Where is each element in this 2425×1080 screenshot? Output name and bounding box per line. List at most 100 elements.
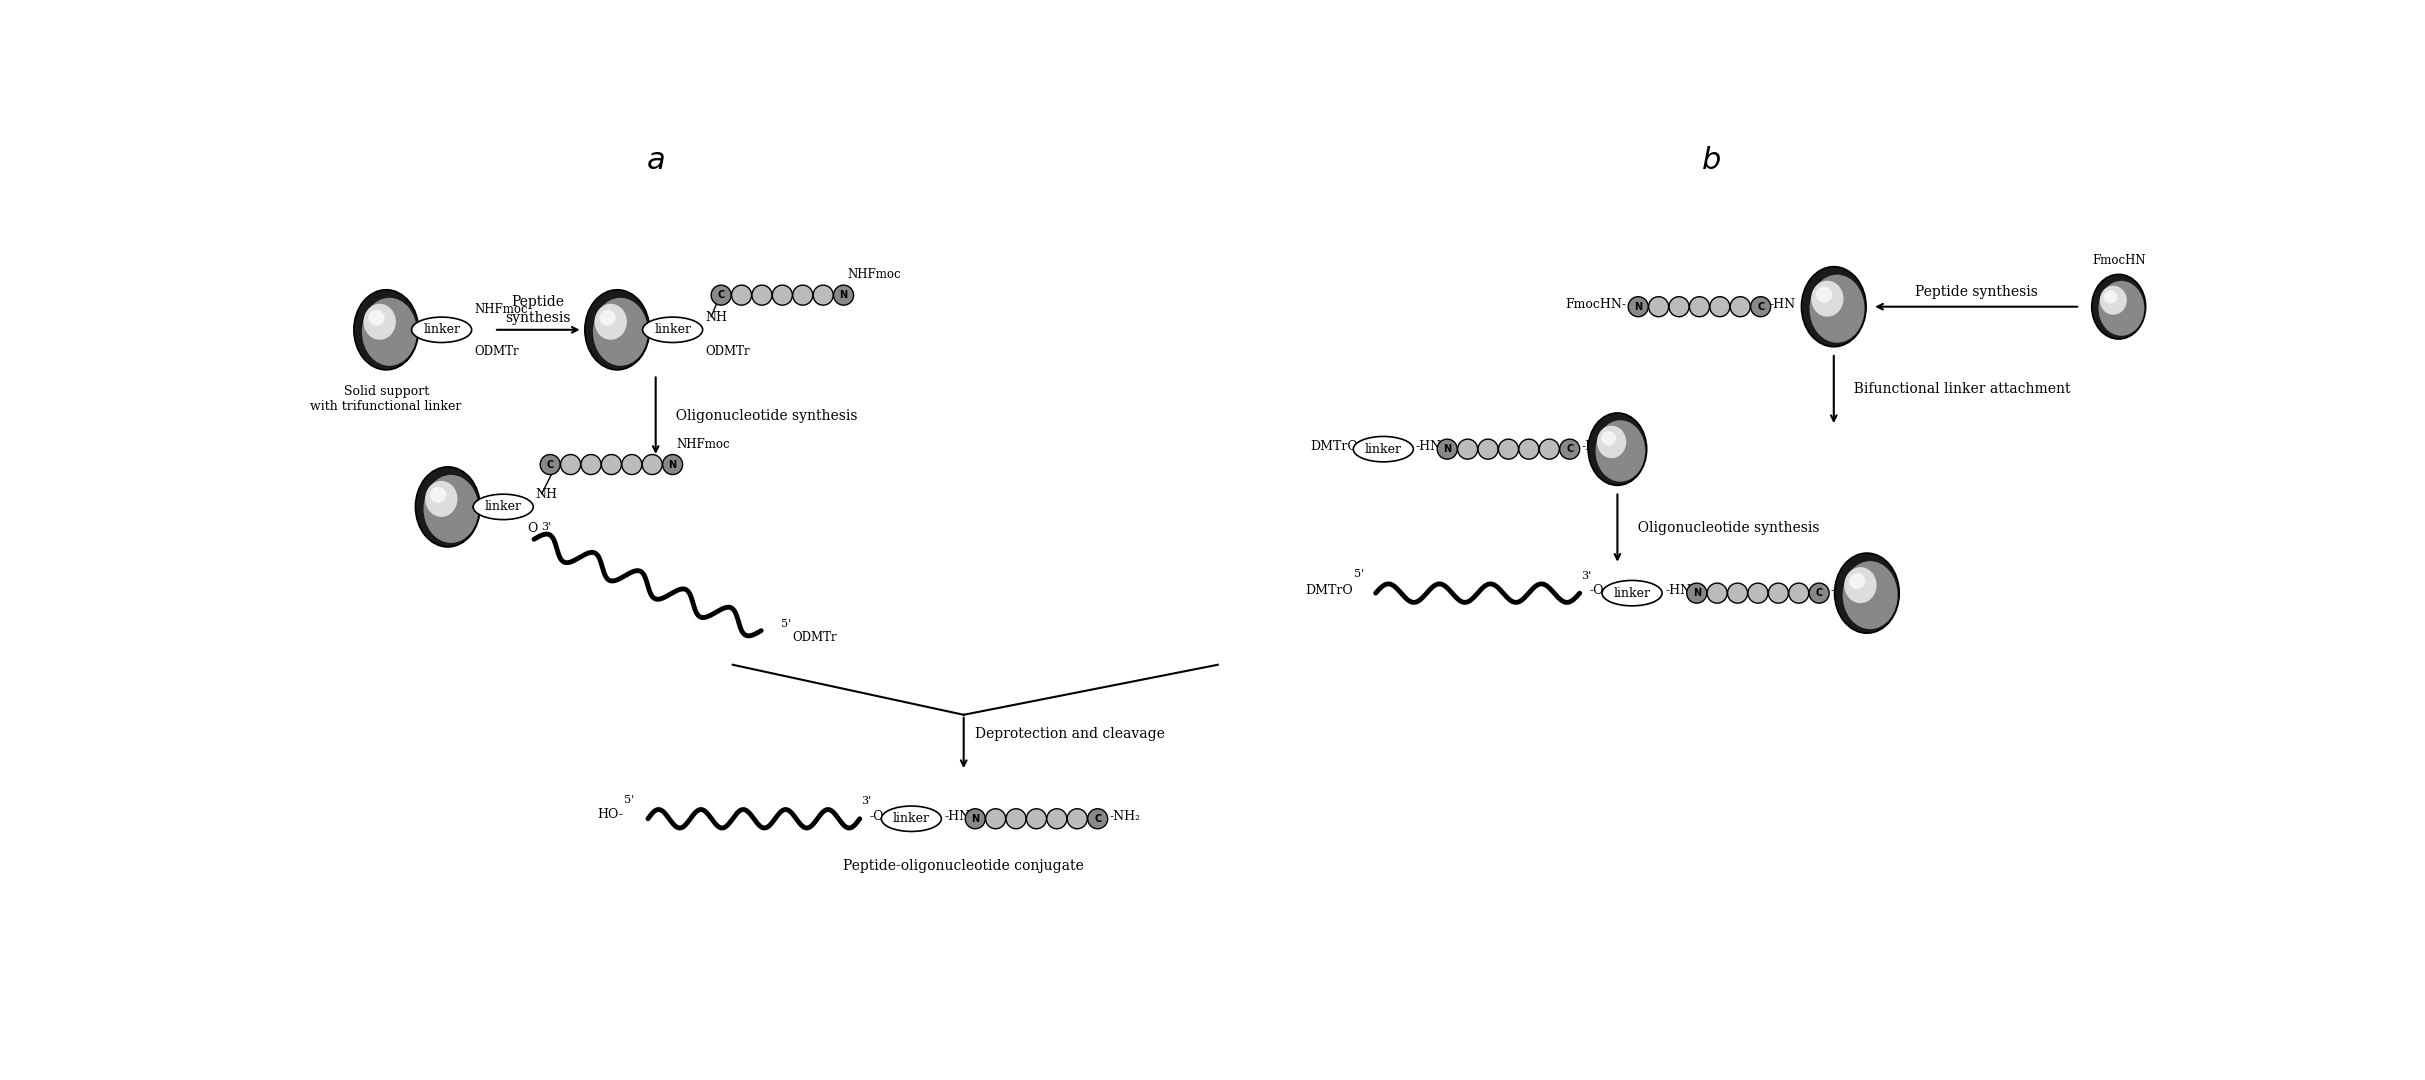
Text: -O-: -O-	[871, 810, 890, 823]
Text: Bifunctional linker attachment: Bifunctional linker attachment	[1845, 382, 2071, 396]
Text: Deprotection and cleavage: Deprotection and cleavage	[975, 727, 1164, 741]
Ellipse shape	[412, 318, 470, 342]
Text: N: N	[1693, 589, 1700, 598]
Ellipse shape	[1816, 286, 1833, 302]
Circle shape	[834, 285, 854, 306]
Circle shape	[1727, 583, 1748, 603]
Ellipse shape	[1809, 274, 1865, 342]
Text: C: C	[1816, 589, 1824, 598]
Text: 5': 5'	[623, 795, 635, 805]
Circle shape	[752, 285, 771, 306]
Ellipse shape	[2100, 286, 2127, 314]
Ellipse shape	[2098, 281, 2144, 336]
Text: Solid support
with trifunctional linker: Solid support with trifunctional linker	[310, 386, 461, 414]
Text: FmocHN-: FmocHN-	[1564, 298, 1625, 311]
Text: C: C	[1567, 444, 1574, 455]
Text: 3': 3'	[541, 523, 550, 532]
Text: linker: linker	[422, 323, 461, 336]
Ellipse shape	[424, 481, 458, 517]
Text: Oligonucleotide synthesis: Oligonucleotide synthesis	[667, 408, 858, 422]
Circle shape	[601, 455, 621, 474]
Circle shape	[560, 455, 580, 474]
Text: ODMTr: ODMTr	[473, 346, 519, 359]
Text: -HN-: -HN-	[1416, 441, 1445, 454]
Ellipse shape	[415, 467, 480, 546]
Text: linker: linker	[892, 812, 929, 825]
Circle shape	[1518, 440, 1540, 459]
Circle shape	[1559, 440, 1579, 459]
Ellipse shape	[1588, 413, 1647, 485]
Text: -O-: -O-	[1591, 584, 1608, 597]
Text: C: C	[718, 291, 725, 300]
Ellipse shape	[1603, 580, 1661, 606]
Text: $\it{b}$: $\it{b}$	[1700, 145, 1722, 176]
Text: -HN: -HN	[1831, 584, 1858, 597]
Ellipse shape	[643, 318, 703, 342]
Circle shape	[1707, 583, 1727, 603]
Circle shape	[1710, 297, 1729, 316]
Text: O: O	[526, 523, 538, 536]
Circle shape	[1729, 297, 1751, 316]
Text: 3': 3'	[861, 796, 871, 807]
Ellipse shape	[1600, 431, 1615, 446]
Text: linker: linker	[1613, 586, 1651, 599]
Ellipse shape	[2093, 274, 2146, 339]
Text: -HN-: -HN-	[1666, 584, 1695, 597]
Text: -NH₂: -NH₂	[1111, 810, 1142, 823]
Circle shape	[711, 285, 732, 306]
Circle shape	[541, 455, 560, 474]
Ellipse shape	[354, 289, 420, 369]
Circle shape	[812, 285, 834, 306]
Circle shape	[1479, 440, 1499, 459]
Ellipse shape	[1802, 267, 1867, 347]
Ellipse shape	[1596, 420, 1644, 482]
Circle shape	[1067, 809, 1086, 828]
Circle shape	[1751, 297, 1770, 316]
Text: Peptide-oligonucleotide conjugate: Peptide-oligonucleotide conjugate	[844, 859, 1084, 873]
Ellipse shape	[599, 310, 616, 326]
Text: N: N	[839, 291, 849, 300]
Ellipse shape	[1836, 553, 1899, 633]
Circle shape	[643, 455, 662, 474]
Ellipse shape	[361, 298, 417, 366]
Circle shape	[771, 285, 793, 306]
Text: linker: linker	[655, 323, 691, 336]
Text: NH: NH	[536, 488, 558, 501]
Ellipse shape	[1598, 426, 1627, 458]
Ellipse shape	[473, 495, 534, 519]
Text: Oligonucleotide synthesis: Oligonucleotide synthesis	[1630, 521, 1819, 535]
Text: linker: linker	[485, 500, 521, 513]
Circle shape	[1438, 440, 1457, 459]
Text: 5': 5'	[1353, 569, 1365, 579]
Text: N: N	[970, 813, 980, 824]
Ellipse shape	[594, 298, 647, 366]
Ellipse shape	[584, 289, 650, 369]
Circle shape	[1006, 809, 1026, 828]
Circle shape	[1649, 297, 1668, 316]
Text: 5': 5'	[781, 619, 791, 629]
Ellipse shape	[429, 487, 446, 503]
Text: NH: NH	[706, 311, 728, 324]
Text: N: N	[1443, 444, 1450, 455]
Ellipse shape	[1843, 562, 1899, 630]
Circle shape	[1809, 583, 1828, 603]
Text: HO-: HO-	[597, 809, 623, 822]
Circle shape	[1457, 440, 1477, 459]
Circle shape	[1540, 440, 1559, 459]
Text: FmocHN: FmocHN	[2093, 254, 2146, 267]
Circle shape	[1688, 583, 1707, 603]
Ellipse shape	[1353, 436, 1414, 462]
Circle shape	[1627, 297, 1649, 316]
Text: C: C	[1094, 813, 1101, 824]
Circle shape	[621, 455, 643, 474]
Ellipse shape	[2105, 291, 2117, 303]
Text: C: C	[1758, 301, 1765, 312]
Circle shape	[1668, 297, 1690, 316]
Text: linker: linker	[1365, 443, 1402, 456]
Circle shape	[1690, 297, 1710, 316]
Text: C: C	[546, 460, 553, 470]
Circle shape	[1748, 583, 1768, 603]
Circle shape	[582, 455, 601, 474]
Ellipse shape	[594, 303, 628, 340]
Text: ODMTr: ODMTr	[793, 632, 837, 645]
